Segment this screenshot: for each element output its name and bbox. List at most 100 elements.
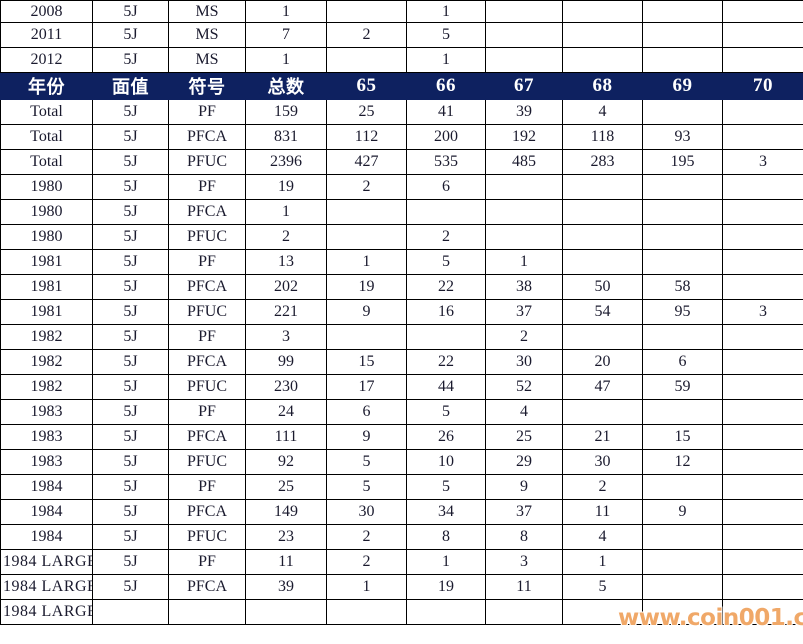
cell-grade-68[interactable]: 47 bbox=[562, 374, 643, 400]
cell-grade-65[interactable] bbox=[326, 224, 407, 250]
cell-grade-67[interactable]: 192 bbox=[485, 124, 563, 150]
cell-grade-66[interactable]: 44 bbox=[406, 374, 486, 400]
column-header-total[interactable]: 总数 bbox=[245, 72, 327, 100]
cell-denomination[interactable]: 5J bbox=[92, 99, 169, 125]
cell-grade-65[interactable] bbox=[326, 324, 407, 350]
cell-symbol[interactable]: PF bbox=[168, 99, 246, 125]
cell-symbol[interactable]: PF bbox=[168, 549, 246, 575]
cell-total[interactable]: 221 bbox=[245, 299, 327, 325]
cell-grade-65[interactable] bbox=[326, 0, 407, 23]
cell-denomination[interactable] bbox=[92, 599, 169, 625]
cell-grade-65[interactable]: 2 bbox=[326, 524, 407, 550]
cell-grade-65[interactable]: 5 bbox=[326, 449, 407, 475]
cell-grade-65[interactable]: 19 bbox=[326, 274, 407, 300]
cell-grade-70[interactable] bbox=[722, 199, 803, 225]
cell-grade-66[interactable]: 5 bbox=[406, 474, 486, 500]
cell-year[interactable]: 1984 bbox=[0, 524, 93, 550]
cell-year[interactable]: 1984 LARGE DATE bbox=[0, 599, 93, 625]
cell-year[interactable]: 1981 bbox=[0, 274, 93, 300]
cell-grade-70[interactable] bbox=[722, 424, 803, 450]
cell-grade-66[interactable]: 41 bbox=[406, 99, 486, 125]
cell-grade-67[interactable] bbox=[485, 599, 563, 625]
cell-grade-65[interactable]: 1 bbox=[326, 574, 407, 600]
cell-total[interactable]: 92 bbox=[245, 449, 327, 475]
cell-total[interactable]: 39 bbox=[245, 574, 327, 600]
cell-year[interactable]: 1982 bbox=[0, 374, 93, 400]
cell-grade-70[interactable]: 3 bbox=[722, 299, 803, 325]
cell-grade-69[interactable]: 93 bbox=[642, 124, 723, 150]
cell-symbol[interactable]: PFCA bbox=[168, 424, 246, 450]
cell-denomination[interactable]: 5J bbox=[92, 524, 169, 550]
cell-total[interactable]: 149 bbox=[245, 499, 327, 525]
cell-grade-70[interactable] bbox=[722, 499, 803, 525]
cell-total[interactable]: 230 bbox=[245, 374, 327, 400]
cell-symbol[interactable]: PFUC bbox=[168, 149, 246, 175]
cell-total[interactable]: 3 bbox=[245, 324, 327, 350]
cell-year[interactable]: 1984 LARGE DATE bbox=[0, 549, 93, 575]
column-header-symbol[interactable]: 符号 bbox=[168, 72, 246, 100]
cell-grade-65[interactable] bbox=[326, 199, 407, 225]
cell-symbol[interactable]: PF bbox=[168, 174, 246, 200]
cell-year[interactable]: 1981 bbox=[0, 299, 93, 325]
cell-total[interactable]: 25 bbox=[245, 474, 327, 500]
cell-grade-66[interactable]: 5 bbox=[406, 399, 486, 425]
cell-total[interactable]: 99 bbox=[245, 349, 327, 375]
cell-grade-67[interactable]: 29 bbox=[485, 449, 563, 475]
cell-grade-67[interactable]: 39 bbox=[485, 99, 563, 125]
cell-year[interactable]: 1982 bbox=[0, 324, 93, 350]
cell-grade-65[interactable]: 17 bbox=[326, 374, 407, 400]
cell-grade-70[interactable] bbox=[722, 324, 803, 350]
cell-grade-67[interactable]: 25 bbox=[485, 424, 563, 450]
cell-grade-65[interactable]: 427 bbox=[326, 149, 407, 175]
cell-grade-66[interactable] bbox=[406, 599, 486, 625]
cell-grade-70[interactable] bbox=[722, 22, 803, 48]
cell-grade-70[interactable] bbox=[722, 274, 803, 300]
cell-grade-68[interactable]: 5 bbox=[562, 574, 643, 600]
cell-grade-68[interactable]: 11 bbox=[562, 499, 643, 525]
cell-total[interactable]: 159 bbox=[245, 99, 327, 125]
cell-total[interactable]: 111 bbox=[245, 424, 327, 450]
cell-grade-69[interactable] bbox=[642, 474, 723, 500]
cell-grade-67[interactable]: 485 bbox=[485, 149, 563, 175]
cell-grade-68[interactable]: 283 bbox=[562, 149, 643, 175]
cell-grade-69[interactable] bbox=[642, 399, 723, 425]
cell-grade-69[interactable]: 59 bbox=[642, 374, 723, 400]
cell-grade-65[interactable]: 112 bbox=[326, 124, 407, 150]
column-header-year[interactable]: 年份 bbox=[0, 72, 93, 100]
cell-total[interactable]: 2 bbox=[245, 224, 327, 250]
cell-grade-68[interactable] bbox=[562, 199, 643, 225]
cell-total[interactable]: 202 bbox=[245, 274, 327, 300]
cell-symbol[interactable]: PFUC bbox=[168, 299, 246, 325]
cell-grade-67[interactable]: 52 bbox=[485, 374, 563, 400]
cell-grade-67[interactable] bbox=[485, 47, 563, 73]
cell-grade-66[interactable]: 1 bbox=[406, 0, 486, 23]
cell-grade-66[interactable]: 16 bbox=[406, 299, 486, 325]
cell-symbol[interactable]: PFCA bbox=[168, 349, 246, 375]
cell-symbol[interactable]: PF bbox=[168, 249, 246, 275]
cell-denomination[interactable]: 5J bbox=[92, 299, 169, 325]
cell-total[interactable]: 2396 bbox=[245, 149, 327, 175]
cell-grade-66[interactable]: 6 bbox=[406, 174, 486, 200]
cell-grade-68[interactable]: 54 bbox=[562, 299, 643, 325]
cell-grade-67[interactable] bbox=[485, 174, 563, 200]
cell-total[interactable]: 7 bbox=[245, 22, 327, 48]
cell-year[interactable]: 1980 bbox=[0, 224, 93, 250]
cell-grade-65[interactable]: 15 bbox=[326, 349, 407, 375]
cell-total[interactable]: 1 bbox=[245, 47, 327, 73]
cell-grade-68[interactable] bbox=[562, 399, 643, 425]
cell-symbol[interactable]: PFCA bbox=[168, 274, 246, 300]
cell-symbol[interactable]: PFUC bbox=[168, 449, 246, 475]
cell-grade-68[interactable] bbox=[562, 22, 643, 48]
cell-symbol[interactable]: MS bbox=[168, 47, 246, 73]
cell-grade-69[interactable] bbox=[642, 224, 723, 250]
cell-year[interactable]: 1984 bbox=[0, 499, 93, 525]
cell-symbol[interactable]: MS bbox=[168, 0, 246, 23]
column-header-denomination[interactable]: 面值 bbox=[92, 72, 169, 100]
cell-denomination[interactable]: 5J bbox=[92, 224, 169, 250]
cell-grade-65[interactable]: 2 bbox=[326, 174, 407, 200]
cell-grade-66[interactable]: 535 bbox=[406, 149, 486, 175]
cell-denomination[interactable]: 5J bbox=[92, 549, 169, 575]
cell-grade-69[interactable] bbox=[642, 199, 723, 225]
cell-grade-66[interactable]: 26 bbox=[406, 424, 486, 450]
cell-grade-66[interactable]: 5 bbox=[406, 22, 486, 48]
